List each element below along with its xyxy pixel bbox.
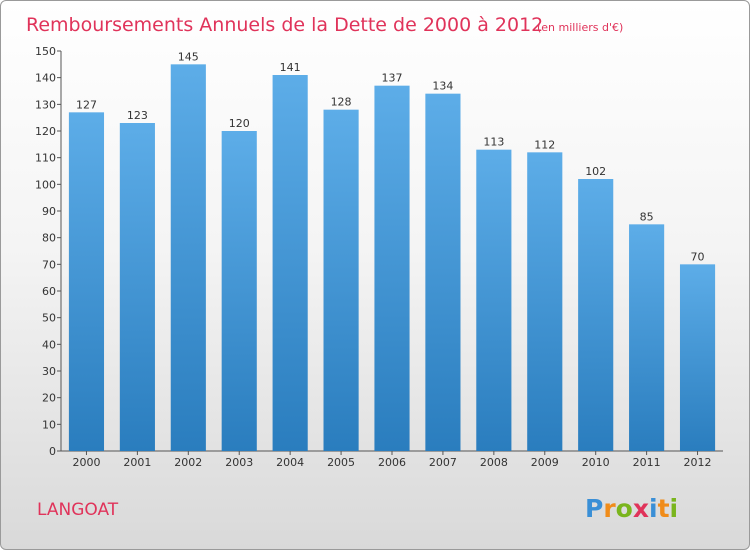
logo-letter: o (616, 494, 633, 523)
y-tick-label: 130 (35, 98, 56, 111)
bar (527, 152, 563, 452)
x-tick-label: 2011 (633, 456, 661, 469)
chart-title: Remboursements Annuels de la Dette de 20… (26, 14, 543, 36)
bar-value-label: 102 (585, 165, 606, 178)
y-tick-label: 80 (42, 232, 56, 245)
bar-value-label: 123 (127, 109, 148, 122)
y-tick-label: 90 (42, 205, 56, 218)
x-tick-label: 2010 (582, 456, 610, 469)
bar (578, 179, 614, 451)
bar-value-label: 70 (691, 250, 705, 263)
logo-letter: r (603, 494, 616, 523)
bar (119, 123, 155, 451)
bar (476, 149, 512, 451)
bar-value-label: 127 (76, 98, 97, 111)
x-tick-label: 2005 (327, 456, 355, 469)
bar (170, 64, 206, 452)
y-tick-label: 110 (35, 152, 56, 165)
y-tick-label: 70 (42, 258, 56, 271)
y-tick-label: 100 (35, 178, 56, 191)
logo-letter: i (670, 494, 679, 523)
bar (323, 109, 359, 452)
y-tick-label: 0 (49, 445, 56, 458)
place-name: LANGOAT (37, 500, 119, 520)
bar (679, 264, 716, 451)
y-tick-label: 10 (42, 418, 56, 431)
bar (221, 131, 257, 451)
bar-value-label: 145 (178, 50, 199, 63)
proxiti-logo: Proxiti (585, 494, 678, 523)
x-tick-label: 2008 (480, 456, 508, 469)
bar (68, 112, 105, 451)
y-tick-label: 120 (35, 125, 56, 138)
bar-value-label: 85 (640, 210, 654, 223)
y-tick-label: 140 (35, 72, 56, 85)
bar-value-label: 120 (229, 117, 250, 130)
x-tick-label: 2002 (174, 456, 202, 469)
x-tick-label: 2000 (72, 456, 100, 469)
bar-value-label: 137 (382, 72, 403, 85)
x-tick-label: 2001 (123, 456, 151, 469)
x-tick-label: 2006 (378, 456, 406, 469)
x-tick-label: 2009 (531, 456, 559, 469)
x-tick-label: 2004 (276, 456, 304, 469)
bar-value-label: 134 (432, 80, 453, 93)
bar (272, 75, 308, 451)
bar-value-label: 113 (483, 136, 504, 149)
axes: 0 10 20 30 40 50 60 70 80 90 100 110 120 130 140 150 200… (35, 45, 723, 469)
x-tick-label: 2007 (429, 456, 457, 469)
bar (425, 93, 461, 452)
y-tick-label: 40 (42, 338, 56, 351)
logo-letter: i (649, 494, 658, 523)
y-tick-label: 150 (35, 45, 56, 58)
logo-letter: x (633, 494, 649, 523)
logo-letter: t (658, 494, 670, 523)
y-tick-label: 60 (42, 285, 56, 298)
bar-value-label: 141 (280, 61, 301, 74)
bar (629, 224, 665, 451)
bars-group: 127 123 145 120 141 128 137 134 113 112 102 85 70 (68, 50, 716, 452)
logo-letter: P (585, 494, 603, 523)
x-tick-label: 2003 (225, 456, 253, 469)
y-tick-label: 20 (42, 392, 56, 405)
y-tick-label: 30 (42, 365, 56, 378)
y-tick-label: 50 (42, 312, 56, 325)
x-tick-label: 2012 (684, 456, 712, 469)
bar (374, 85, 410, 452)
bar-value-label: 112 (534, 138, 555, 151)
bar-value-label: 128 (331, 96, 352, 109)
chart-subtitle: (en milliers d'€) (537, 21, 623, 34)
